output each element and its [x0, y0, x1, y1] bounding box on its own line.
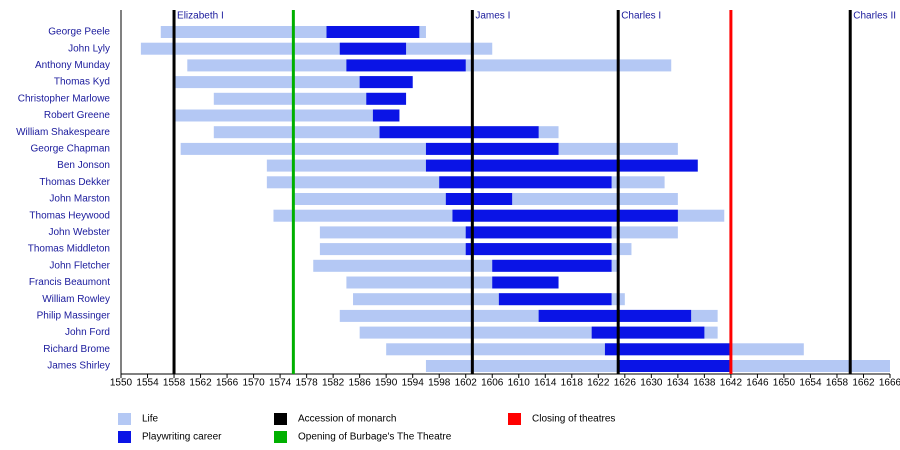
legend-label: Life — [142, 414, 159, 425]
life-bar — [174, 109, 400, 122]
legend-swatch — [118, 431, 131, 443]
category-label: George Peele — [48, 27, 110, 38]
category-label: James Shirley — [47, 361, 110, 372]
category-label: Richard Brome — [43, 344, 110, 355]
x-tick-label: 1650 — [773, 378, 796, 389]
event-label: Charles I — [621, 11, 661, 22]
x-tick-label: 1646 — [746, 378, 769, 389]
category-label: Robert Greene — [44, 110, 111, 121]
x-tick-label: 1658 — [826, 378, 849, 389]
x-tick-label: 1558 — [163, 378, 186, 389]
career-bar — [445, 193, 513, 205]
career-bar — [439, 176, 612, 189]
career-bar — [492, 276, 559, 289]
legend-label: Accession of monarch — [298, 414, 396, 425]
x-tick-label: 1618 — [561, 378, 584, 389]
career-bar — [465, 243, 612, 256]
legend-swatch — [508, 413, 521, 425]
category-label: Anthony Munday — [35, 60, 110, 71]
category-label: Christopher Marlowe — [18, 93, 111, 104]
x-tick-label: 1610 — [508, 378, 531, 389]
x-tick-label: 1642 — [720, 378, 743, 389]
life-bar — [140, 42, 493, 55]
career-bar — [465, 226, 612, 239]
x-tick-label: 1622 — [587, 378, 610, 389]
career-bar — [366, 92, 407, 105]
career-bar — [538, 309, 692, 322]
life-bar — [386, 343, 804, 356]
career-bar — [452, 209, 678, 222]
legend-swatch — [118, 413, 131, 425]
category-label: John Marston — [49, 194, 110, 205]
career-bar — [346, 59, 466, 72]
career-bar — [498, 293, 612, 306]
legend-label: Playwriting career — [142, 432, 222, 443]
category-label: Thomas Heywood — [29, 210, 110, 221]
career-bar — [372, 109, 400, 122]
x-tick-label: 1626 — [614, 378, 637, 389]
career-bar — [339, 42, 407, 55]
x-tick-label: 1582 — [322, 378, 345, 389]
x-tick-label: 1570 — [242, 378, 265, 389]
category-label: John Ford — [65, 327, 110, 338]
career-bar — [618, 360, 731, 372]
category-label: Francis Beaumont — [29, 277, 110, 288]
legend-swatch — [274, 431, 287, 443]
category-label: John Fletcher — [49, 260, 110, 271]
category-label: George Chapman — [31, 144, 111, 155]
x-tick-label: 1578 — [295, 378, 318, 389]
x-tick-label: 1662 — [852, 378, 875, 389]
x-tick-label: 1630 — [640, 378, 663, 389]
career-bar — [359, 76, 413, 89]
event-label: Elizabeth I — [177, 11, 224, 22]
x-tick-label: 1562 — [189, 378, 212, 389]
x-tick-label: 1634 — [667, 378, 690, 389]
category-label: Ben Jonson — [57, 160, 110, 171]
x-tick-label: 1614 — [534, 378, 557, 389]
x-tick-label: 1586 — [349, 378, 372, 389]
x-tick-label: 1574 — [269, 378, 292, 389]
x-tick-label: 1598 — [428, 378, 451, 389]
category-label: William Rowley — [42, 294, 110, 305]
category-label: Thomas Kyd — [54, 77, 110, 88]
category-label: John Lyly — [68, 43, 110, 54]
x-tick-label: 1654 — [799, 378, 822, 389]
legend-swatch — [274, 413, 287, 425]
career-bar — [425, 142, 559, 155]
legend-label: Closing of theatres — [532, 414, 615, 425]
career-bar — [591, 326, 705, 339]
event-label: James I — [475, 11, 510, 22]
event-label: Charles II — [853, 11, 896, 22]
career-bar — [492, 259, 612, 272]
x-tick-label: 1666 — [879, 378, 900, 389]
x-tick-label: 1606 — [481, 378, 504, 389]
category-label: William Shakespeare — [16, 127, 110, 138]
category-label: Thomas Middleton — [28, 244, 110, 255]
x-tick-label: 1554 — [136, 378, 159, 389]
x-tick-label: 1550 — [110, 378, 133, 389]
career-bar — [379, 126, 539, 139]
x-tick-label: 1566 — [216, 378, 239, 389]
category-label: Thomas Dekker — [39, 177, 110, 188]
career-bar — [425, 159, 698, 172]
career-bar — [604, 343, 731, 356]
life-bar — [213, 92, 407, 105]
x-tick-label: 1602 — [455, 378, 478, 389]
x-tick-label: 1594 — [402, 378, 425, 389]
x-tick-label: 1638 — [693, 378, 716, 389]
career-bar — [326, 26, 420, 38]
legend-label: Opening of Burbage's The Theatre — [298, 432, 452, 443]
x-tick-label: 1590 — [375, 378, 398, 389]
category-label: Philip Massinger — [37, 311, 111, 322]
category-label: John Webster — [48, 227, 110, 238]
